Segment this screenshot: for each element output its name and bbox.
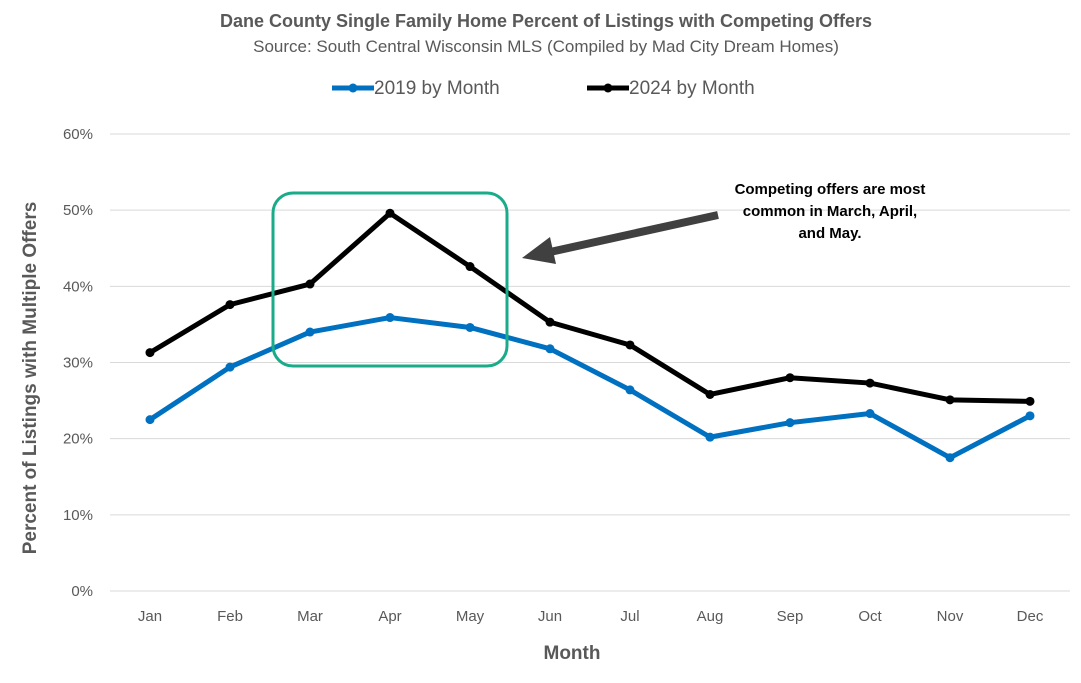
y-tick-label: 30% xyxy=(63,355,93,372)
annotation: Competing offers are most common in Marc… xyxy=(735,181,926,242)
annotation-line-2: common in March, April, xyxy=(743,203,917,220)
y-tick-label: 50% xyxy=(63,202,93,219)
data-point xyxy=(865,409,875,419)
y-axis-title: Percent of Listings with Multiple Offers xyxy=(20,202,41,555)
data-point xyxy=(385,313,395,323)
data-point xyxy=(465,262,475,272)
y-tick-label: 60% xyxy=(63,126,93,143)
data-point xyxy=(625,340,635,350)
data-point xyxy=(945,395,955,405)
data-point xyxy=(545,317,555,327)
data-point xyxy=(465,322,475,332)
data-point xyxy=(1025,411,1035,421)
data-point xyxy=(145,415,155,425)
x-axis-title: Month xyxy=(544,643,601,664)
annotation-arrow xyxy=(522,211,719,264)
data-point xyxy=(385,208,395,218)
data-point xyxy=(785,373,795,383)
y-tick-label: 10% xyxy=(63,507,93,524)
y-tick-label: 20% xyxy=(63,431,93,448)
data-point xyxy=(705,432,715,442)
x-tick-label: Jul xyxy=(620,608,639,625)
highlight-box xyxy=(271,191,509,368)
data-point xyxy=(625,385,635,395)
x-tick-label: Aug xyxy=(697,608,724,625)
arrow-head xyxy=(522,237,556,264)
x-tick-label: Sep xyxy=(777,608,804,625)
legend: 2019 by Month 2024 by Month xyxy=(332,78,755,99)
x-tick-label: Dec xyxy=(1017,608,1044,625)
data-point xyxy=(785,418,795,428)
series-line xyxy=(147,315,1033,461)
data-point xyxy=(225,300,235,310)
data-point xyxy=(945,453,955,463)
data-point xyxy=(305,327,315,337)
x-tick-label: Jan xyxy=(138,608,162,625)
x-tick-label: Nov xyxy=(937,608,964,625)
x-tick-label: Feb xyxy=(217,608,243,625)
series-line xyxy=(147,210,1033,404)
x-axis-ticks: Jan Feb Mar Apr May Jun Jul Aug Sep Oct Nov Dec xyxy=(138,608,1044,625)
data-series xyxy=(145,208,1035,463)
data-point xyxy=(1025,396,1035,406)
chart-title: Dane County Single Family Home Percent o… xyxy=(220,11,872,31)
legend-label-2024: 2024 by Month xyxy=(629,78,755,99)
gridlines xyxy=(110,133,1070,592)
y-tick-label: 40% xyxy=(63,278,93,295)
y-axis-ticks: 0% 10% 20% 30% 40% 50% 60% xyxy=(63,126,93,600)
x-tick-label: May xyxy=(456,608,485,625)
data-point xyxy=(865,378,875,388)
data-point xyxy=(305,279,315,289)
legend-marker-2019 xyxy=(348,83,358,93)
y-tick-label: 0% xyxy=(71,583,93,600)
chart-subtitle: Source: South Central Wisconsin MLS (Com… xyxy=(253,37,839,56)
legend-marker-2024 xyxy=(603,83,613,93)
x-tick-label: Jun xyxy=(538,608,562,625)
series-2024 xyxy=(145,208,1035,406)
series-2019 xyxy=(145,313,1035,463)
x-tick-label: Oct xyxy=(858,608,882,625)
data-point xyxy=(705,389,715,399)
legend-label-2019: 2019 by Month xyxy=(374,78,500,99)
x-tick-label: Mar xyxy=(297,608,323,625)
annotation-line-3: and May. xyxy=(798,225,861,242)
annotation-line-1: Competing offers are most xyxy=(735,181,926,198)
data-point xyxy=(145,348,155,358)
data-point xyxy=(545,344,555,354)
arrow-shaft xyxy=(549,211,719,256)
x-tick-label: Apr xyxy=(378,608,401,625)
data-point xyxy=(225,362,235,372)
